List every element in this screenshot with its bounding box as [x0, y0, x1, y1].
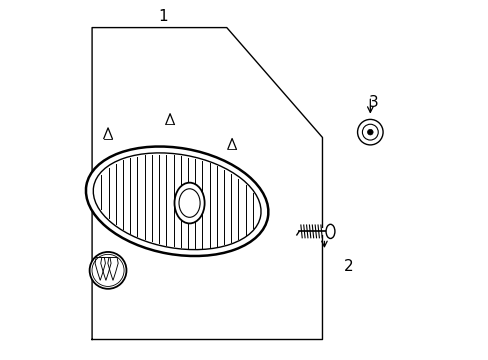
Text: 2: 2 [344, 259, 353, 274]
Ellipse shape [174, 183, 204, 224]
Ellipse shape [325, 224, 334, 238]
Circle shape [357, 120, 382, 145]
Circle shape [367, 129, 372, 135]
Circle shape [89, 252, 126, 289]
Ellipse shape [86, 147, 268, 256]
Text: 3: 3 [368, 95, 378, 109]
Text: 1: 1 [158, 9, 167, 24]
Ellipse shape [93, 153, 261, 249]
